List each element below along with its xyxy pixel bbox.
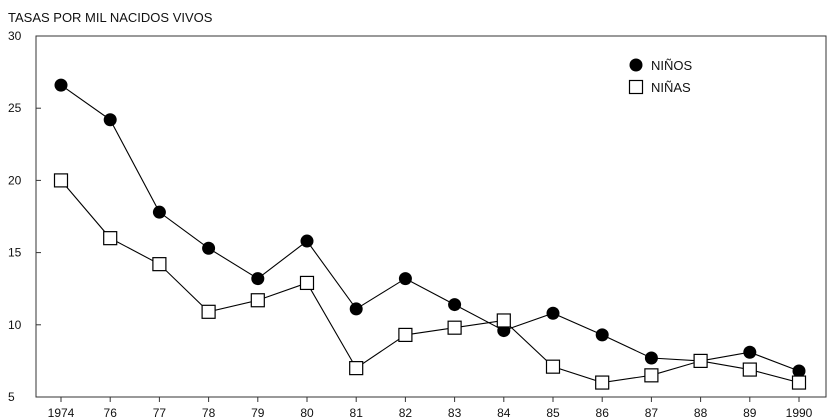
data-point-circle [251, 272, 264, 285]
x-tick-label: 82 [399, 406, 413, 420]
data-point-circle [399, 272, 412, 285]
data-point-square [55, 174, 68, 187]
data-point-circle [55, 79, 68, 92]
x-tick-label: 1990 [786, 406, 813, 420]
series-line [61, 85, 799, 371]
x-tick-label: 86 [596, 406, 610, 420]
x-tick-label: 81 [350, 406, 364, 420]
y-tick-label: 25 [8, 101, 22, 115]
legend-circle-icon [630, 59, 643, 72]
data-point-square [596, 376, 609, 389]
data-point-square [743, 363, 756, 376]
series-layer [55, 79, 806, 389]
plot-area-frame [36, 36, 826, 397]
x-tick-label: 89 [743, 406, 757, 420]
y-tick-label: 5 [8, 390, 15, 404]
data-point-square [694, 354, 707, 367]
x-tick-label: 88 [694, 406, 708, 420]
x-tick-label: 78 [202, 406, 216, 420]
data-point-circle [596, 328, 609, 341]
data-point-square [645, 369, 658, 382]
data-point-square [793, 376, 806, 389]
series-ninos [55, 79, 806, 378]
data-point-circle [301, 235, 314, 248]
data-point-square [448, 321, 461, 334]
y-tick-label: 30 [8, 29, 22, 43]
data-point-circle [743, 346, 756, 359]
legend-label: NIÑOS [651, 58, 693, 73]
data-point-circle [448, 298, 461, 311]
x-tick-label: 1974 [48, 406, 75, 420]
series-line [61, 180, 799, 382]
data-point-circle [547, 307, 560, 320]
x-tick-label: 80 [300, 406, 314, 420]
x-tick-label: 77 [153, 406, 167, 420]
y-tick-label: 10 [8, 318, 22, 332]
data-point-circle [202, 242, 215, 255]
data-point-square [104, 232, 117, 245]
data-point-circle [104, 113, 117, 126]
x-tick-label: 79 [251, 406, 265, 420]
series-ninas [55, 174, 806, 389]
data-point-square [350, 362, 363, 375]
chart-title: TASAS POR MIL NACIDOS VIVOS [8, 10, 213, 25]
x-axis: 1974 76 77 78 79 80 81 82 83 84 85 86 87 88 89 1990 [48, 397, 813, 420]
y-tick-label: 15 [8, 246, 22, 260]
data-point-circle [350, 302, 363, 315]
data-point-square [399, 328, 412, 341]
legend-square-icon [630, 81, 643, 94]
data-point-square [497, 314, 510, 327]
data-point-square [202, 305, 215, 318]
x-tick-label: 76 [104, 406, 118, 420]
y-tick-label: 20 [8, 173, 22, 187]
data-point-square [251, 294, 264, 307]
x-tick-label: 87 [645, 406, 659, 420]
x-tick-label: 83 [448, 406, 462, 420]
x-tick-label: 84 [497, 406, 511, 420]
data-point-square [547, 360, 560, 373]
data-point-circle [645, 352, 658, 365]
data-point-square [301, 276, 314, 289]
legend-label: NIÑAS [651, 80, 691, 95]
legend: NIÑOS NIÑAS [630, 58, 693, 95]
data-point-circle [153, 206, 166, 219]
x-tick-label: 85 [546, 406, 560, 420]
data-point-square [153, 258, 166, 271]
